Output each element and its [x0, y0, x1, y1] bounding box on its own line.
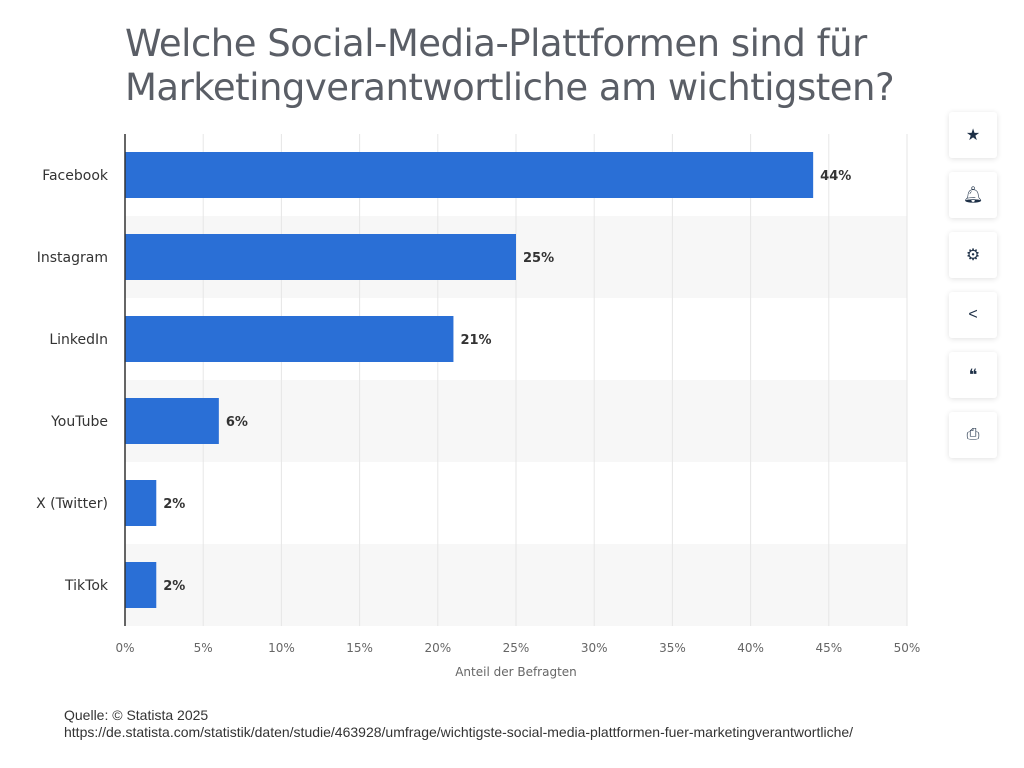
chart-title: Welche Social-Media-Plattformen sind für… — [125, 22, 895, 109]
y-category-label: X (Twitter) — [36, 496, 108, 512]
source-label: Quelle: © Statista 2025 — [64, 707, 209, 723]
data-label: 2% — [163, 497, 185, 512]
data-label: 2% — [163, 579, 185, 594]
quote-button[interactable]: ❝ — [949, 352, 997, 398]
data-label: 44% — [820, 169, 851, 184]
data-label: 21% — [460, 333, 491, 348]
print-button[interactable]: ⎙ — [949, 412, 997, 458]
y-category-label: TikTok — [64, 578, 109, 594]
x-tick-label: 45% — [815, 641, 842, 655]
x-tick-label: 5% — [194, 641, 213, 655]
print-icon: ⎙ — [966, 426, 980, 443]
data-label: 25% — [523, 251, 554, 266]
bar-instagram — [125, 234, 516, 280]
gear-button[interactable]: ⚙ — [949, 232, 997, 278]
x-tick-label: 20% — [424, 641, 451, 655]
bar-tiktok — [125, 562, 157, 608]
bar-x-twitter- — [125, 480, 157, 526]
y-category-label: YouTube — [50, 414, 108, 430]
x-tick-label: 15% — [346, 641, 373, 655]
y-category-label: LinkedIn — [49, 332, 108, 348]
share-button[interactable]: < — [949, 292, 997, 338]
bell-button[interactable]: 🔔︎ — [949, 172, 997, 218]
y-category-label: Facebook — [42, 168, 109, 184]
source-url[interactable]: https://de.statista.com/statistik/daten/… — [64, 724, 854, 740]
x-tick-label: 10% — [268, 641, 295, 655]
x-tick-label: 0% — [115, 641, 134, 655]
gear-icon: ⚙ — [965, 247, 981, 264]
x-tick-label: 25% — [503, 641, 530, 655]
x-tick-label: 35% — [659, 641, 686, 655]
bell-icon: 🔔︎ — [962, 187, 984, 204]
bar-facebook — [125, 152, 814, 198]
bar-linkedin — [125, 316, 454, 362]
x-tick-label: 30% — [581, 641, 608, 655]
x-tick-label: 40% — [737, 641, 764, 655]
x-axis-title: Anteil der Befragten — [455, 665, 577, 679]
quote-icon: ❝ — [968, 367, 978, 384]
x-tick-label: 50% — [894, 641, 921, 655]
star-button[interactable]: ★ — [949, 112, 997, 158]
data-label: 6% — [226, 415, 248, 430]
y-category-label: Instagram — [37, 250, 108, 266]
bar-youtube — [125, 398, 219, 444]
star-icon: ★ — [965, 127, 981, 144]
share-icon: < — [968, 306, 978, 323]
